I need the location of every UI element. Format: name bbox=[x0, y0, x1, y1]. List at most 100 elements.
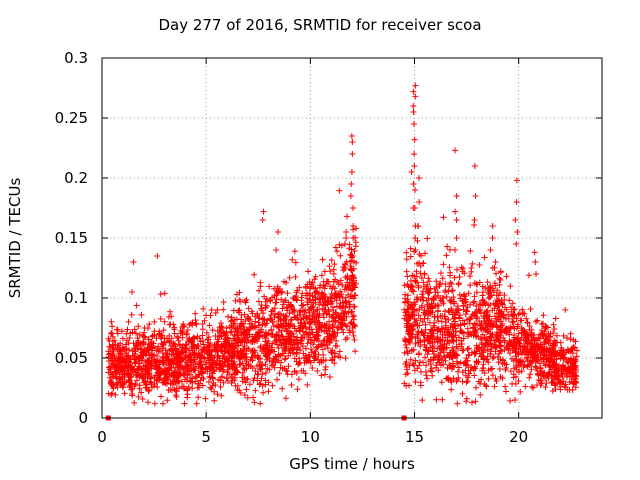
data-point bbox=[250, 394, 257, 401]
data-point bbox=[284, 290, 291, 297]
data-point bbox=[492, 258, 499, 265]
data-point bbox=[425, 275, 432, 282]
data-point bbox=[151, 400, 158, 407]
data-point bbox=[344, 323, 351, 330]
data-point bbox=[275, 345, 282, 352]
data-point bbox=[490, 353, 497, 360]
data-point bbox=[136, 373, 143, 380]
data-point bbox=[132, 348, 139, 355]
data-point bbox=[449, 287, 456, 294]
data-point bbox=[418, 291, 425, 298]
data-point bbox=[445, 288, 452, 295]
data-point bbox=[308, 349, 315, 356]
x-tick-label: 0 bbox=[97, 428, 107, 446]
data-point bbox=[328, 295, 335, 302]
data-point bbox=[288, 382, 295, 389]
data-point bbox=[318, 272, 325, 279]
data-point bbox=[261, 293, 268, 300]
data-point bbox=[331, 293, 338, 300]
data-point bbox=[205, 334, 212, 341]
data-point bbox=[336, 348, 343, 355]
data-point bbox=[260, 310, 267, 317]
data-point bbox=[289, 309, 296, 316]
data-point bbox=[192, 310, 199, 317]
data-point bbox=[411, 163, 418, 169]
data-point bbox=[205, 378, 212, 385]
data-point bbox=[305, 268, 312, 275]
data-point bbox=[314, 306, 321, 313]
data-point bbox=[174, 333, 181, 340]
data-point bbox=[200, 354, 207, 361]
data-point bbox=[401, 282, 408, 289]
data-point bbox=[348, 133, 355, 139]
data-point bbox=[343, 235, 350, 241]
data-point bbox=[251, 399, 258, 406]
data-points bbox=[105, 82, 580, 407]
data-point bbox=[268, 308, 275, 315]
data-point bbox=[412, 378, 419, 385]
data-point bbox=[200, 305, 207, 312]
data-point bbox=[108, 318, 115, 325]
data-point bbox=[157, 291, 164, 298]
data-point bbox=[155, 343, 162, 350]
data-point bbox=[468, 268, 475, 275]
data-point bbox=[110, 385, 117, 392]
data-point bbox=[466, 273, 473, 280]
data-point bbox=[497, 277, 504, 284]
data-point bbox=[324, 345, 331, 352]
data-point bbox=[160, 341, 167, 348]
data-point bbox=[122, 341, 129, 348]
data-point bbox=[346, 327, 353, 334]
data-point bbox=[129, 385, 136, 392]
data-point bbox=[273, 247, 280, 253]
data-point bbox=[252, 387, 259, 394]
data-point bbox=[503, 273, 510, 280]
data-point bbox=[532, 259, 539, 265]
data-point bbox=[197, 358, 204, 365]
data-point bbox=[309, 364, 316, 371]
data-point bbox=[350, 332, 357, 339]
data-point bbox=[283, 313, 290, 320]
data-point bbox=[328, 257, 335, 264]
data-point bbox=[203, 312, 210, 319]
data-point bbox=[139, 396, 146, 403]
data-point bbox=[254, 363, 261, 370]
data-point bbox=[271, 364, 278, 371]
data-point bbox=[266, 358, 273, 365]
data-point bbox=[314, 367, 321, 374]
data-point bbox=[351, 312, 358, 319]
data-point bbox=[452, 147, 459, 154]
data-point bbox=[193, 400, 200, 407]
data-point bbox=[172, 341, 179, 348]
data-point bbox=[160, 327, 167, 334]
data-point bbox=[517, 388, 524, 395]
data-point bbox=[107, 330, 114, 337]
data-point bbox=[218, 374, 225, 381]
y-tick-label: 0.1 bbox=[64, 289, 88, 307]
data-point bbox=[276, 337, 283, 344]
data-point bbox=[471, 217, 478, 223]
data-point bbox=[215, 376, 222, 383]
data-point bbox=[334, 329, 341, 336]
data-point bbox=[526, 374, 533, 381]
data-point bbox=[525, 272, 532, 279]
data-point bbox=[352, 243, 359, 250]
data-point bbox=[189, 385, 196, 392]
data-point bbox=[255, 322, 262, 329]
data-point bbox=[552, 315, 559, 322]
data-point bbox=[283, 304, 290, 311]
data-point bbox=[346, 245, 353, 252]
data-point bbox=[331, 350, 338, 357]
data-point bbox=[423, 362, 430, 369]
data-point bbox=[244, 394, 251, 401]
data-point bbox=[349, 308, 356, 315]
data-point bbox=[286, 274, 293, 281]
data-point bbox=[197, 377, 204, 384]
data-point bbox=[220, 306, 227, 313]
data-point bbox=[241, 366, 248, 373]
data-point bbox=[181, 400, 188, 407]
y-tick-label: 0.3 bbox=[64, 49, 88, 67]
data-point bbox=[463, 398, 470, 405]
data-point bbox=[507, 368, 514, 375]
